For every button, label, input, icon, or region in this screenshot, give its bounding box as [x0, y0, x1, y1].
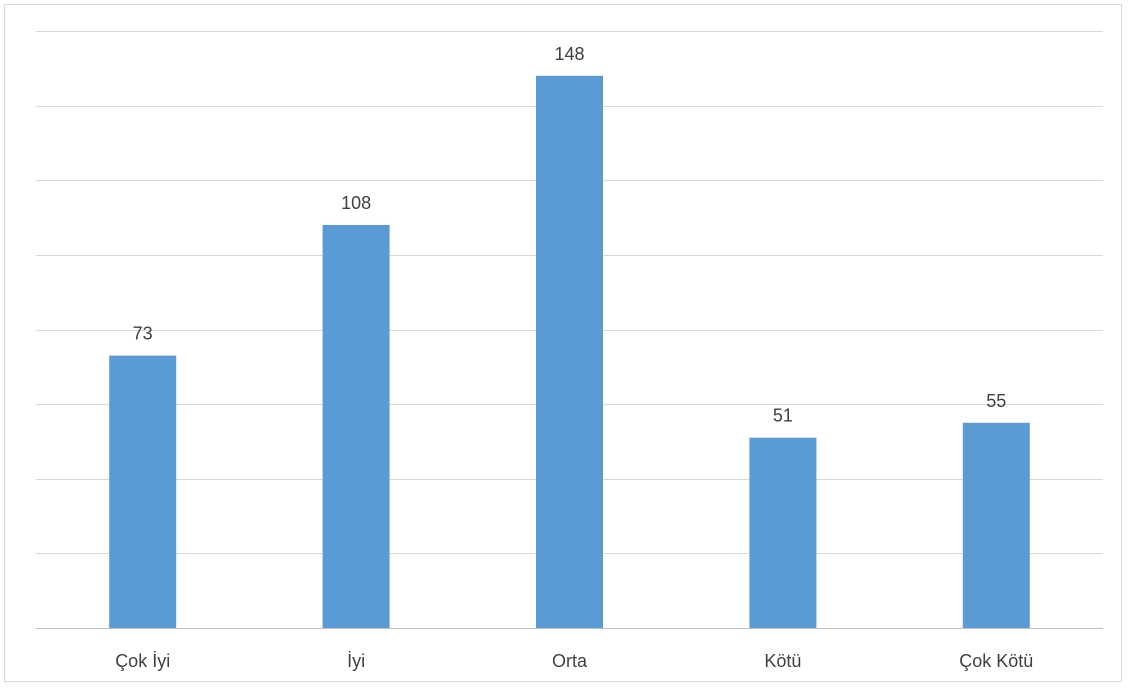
data-label: 73: [133, 324, 153, 344]
x-tick-label: Çok İyi: [115, 651, 170, 671]
bar-5: [962, 422, 1030, 628]
data-label: 148: [554, 44, 584, 64]
data-label: 55: [986, 391, 1006, 411]
x-tick-label: Çok Kötü: [959, 651, 1033, 671]
bar-3: [536, 75, 603, 629]
bar-1: [109, 355, 177, 628]
x-tick-labels: Çok İyi İyi Orta Kötü Çok Kötü: [115, 651, 1033, 671]
data-label: 51: [773, 406, 793, 426]
bar-4: [749, 437, 817, 628]
data-labels: 73 108 148 51 55: [133, 44, 1007, 426]
x-tick-label: Kötü: [764, 651, 801, 671]
x-tick-label: İyi: [347, 651, 365, 671]
bars: [109, 75, 1030, 629]
data-label: 108: [341, 193, 371, 213]
bar-2: [322, 225, 390, 628]
x-tick-label: Orta: [552, 651, 588, 671]
